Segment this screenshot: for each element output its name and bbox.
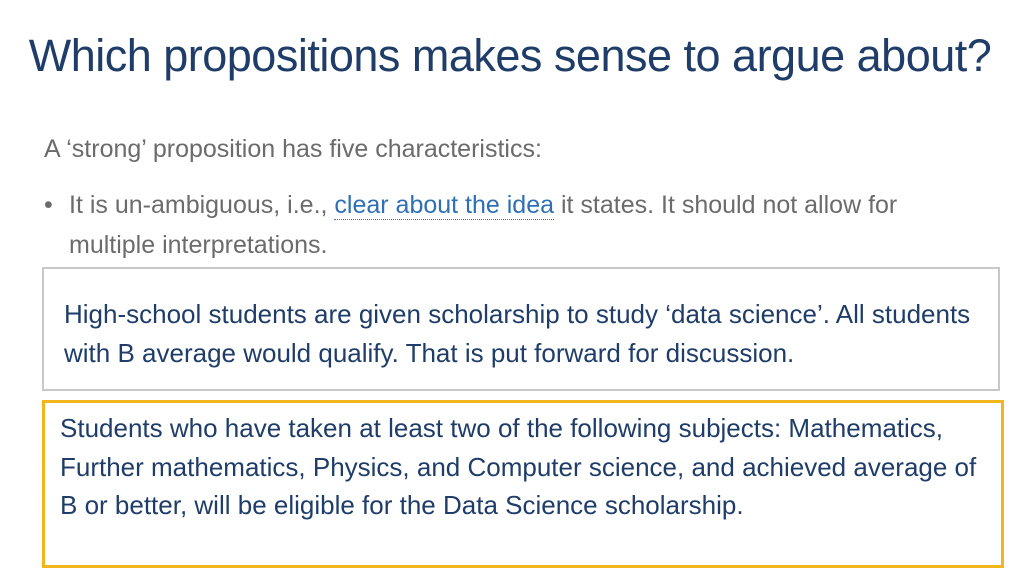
slide-title: Which propositions makes sense to argue … <box>28 30 992 81</box>
bullet-text-after: it states. It should not allow for multi… <box>69 191 898 259</box>
strong-proposition-box: Students who have taken at least two of … <box>42 400 1004 568</box>
bullet-text: It is un-ambiguous, i.e., clear about th… <box>69 185 984 265</box>
strong-proposition-text: Students who have taken at least two of … <box>60 413 977 520</box>
bullet-item: • It is un-ambiguous, i.e., clear about … <box>44 185 984 265</box>
bullet-text-before: It is un-ambiguous, i.e., <box>69 191 335 219</box>
weak-proposition-text: High-school students are given scholarsh… <box>64 299 971 368</box>
bullet-marker: • <box>44 191 53 219</box>
intro-text: A ‘strong’ proposition has five characte… <box>44 135 542 163</box>
weak-proposition-box: High-school students are given scholarsh… <box>42 267 1000 391</box>
highlighted-phrase: clear about the idea <box>334 191 555 220</box>
